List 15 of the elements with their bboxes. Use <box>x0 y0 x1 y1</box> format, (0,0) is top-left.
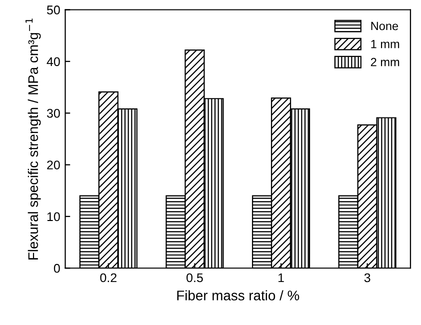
y-axis-title: Flexural specific strength / MPa cm³g$^{−1}$ <box>26 18 41 260</box>
y-tick-label: 50 <box>46 6 60 14</box>
legend-label: 2 mm <box>370 58 400 66</box>
x-tick-label: 0.5 <box>186 273 203 282</box>
y-tick-label: 20 <box>47 160 60 170</box>
x-tick-label: 1 <box>278 273 284 282</box>
x-axis-title: Fiber mass ratio / % <box>177 290 300 300</box>
y-tick-label: 10 <box>47 212 60 222</box>
legend-label: None <box>371 22 398 30</box>
x-tick-label: 3 <box>364 273 370 282</box>
x-tick-label: 0.2 <box>100 273 116 282</box>
y-tick-label: 40 <box>46 57 60 66</box>
y-tick-label: 0 <box>54 264 60 273</box>
legend-label: 1 mm <box>371 40 400 48</box>
y-tick-label: 30 <box>46 108 60 118</box>
